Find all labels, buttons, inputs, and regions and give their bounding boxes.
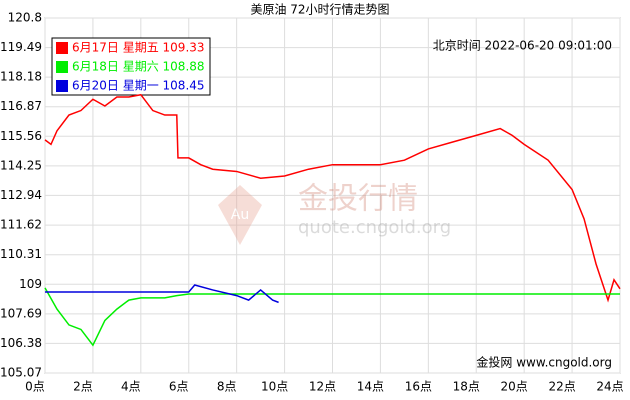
y-tick-label: 106.38 bbox=[0, 336, 42, 350]
subtitle: 北京时间 2022-06-20 09:01:00 bbox=[433, 39, 612, 53]
source: 金投网 www.cngold.org bbox=[476, 355, 612, 370]
x-tick-label: 22点 bbox=[548, 380, 575, 394]
watermark-logo-shape bbox=[218, 185, 262, 245]
y-tick-label: 112.94 bbox=[0, 188, 42, 202]
y-tick-label: 107.69 bbox=[0, 306, 42, 320]
legend-label: 6月17日 星期五 109.33 bbox=[72, 41, 205, 55]
series-line bbox=[45, 284, 279, 304]
y-tick-label: 120.8 bbox=[8, 11, 42, 25]
x-tick-label: 24点 bbox=[596, 380, 623, 394]
y-tick-label: 109 bbox=[19, 277, 42, 291]
x-tick-label: 8点 bbox=[217, 380, 237, 394]
y-tick-label: 115.56 bbox=[0, 129, 42, 143]
legend-swatch bbox=[56, 42, 68, 54]
chart-title: 美原油 72小时行情走势图 bbox=[250, 3, 389, 17]
y-tick-label: 116.87 bbox=[0, 99, 42, 113]
x-tick-label: 18点 bbox=[453, 380, 480, 394]
y-tick-label: 119.49 bbox=[0, 40, 42, 54]
series-line bbox=[44, 287, 620, 347]
watermark: Au 金投行情 quote.cngold.org bbox=[218, 182, 451, 245]
legend-swatch bbox=[56, 61, 68, 73]
x-tick-label: 20点 bbox=[501, 380, 528, 394]
y-tick-label: 111.62 bbox=[0, 218, 42, 232]
series-line bbox=[44, 93, 621, 303]
y-tick-label: 118.18 bbox=[0, 70, 42, 84]
x-tick-label: 14点 bbox=[357, 380, 384, 394]
x-tick-label: 0点 bbox=[25, 380, 45, 394]
legend-box bbox=[51, 37, 211, 96]
y-tick-label: 105.07 bbox=[0, 366, 42, 380]
legend-label: 6月20日 星期一 108.45 bbox=[72, 79, 205, 93]
x-tick-label: 16点 bbox=[405, 380, 432, 394]
watermark-logo: Au bbox=[231, 207, 249, 223]
y-tick-label: 110.31 bbox=[0, 247, 42, 261]
x-tick-label: 2点 bbox=[73, 380, 93, 394]
x-tick-label: 10点 bbox=[261, 380, 288, 394]
legend: 6月17日 星期五 109.33 6月18日 星期六 108.88 6月20日 星期… bbox=[51, 37, 211, 96]
legend-label: 6月18日 星期六 108.88 bbox=[72, 60, 205, 74]
x-tick-label: 6点 bbox=[169, 380, 189, 394]
x-tick-label: 4点 bbox=[121, 380, 141, 394]
y-tick-label: 114.25 bbox=[0, 158, 42, 172]
x-tick-label: 12点 bbox=[309, 380, 336, 394]
watermark-url: quote.cngold.org bbox=[298, 217, 451, 238]
legend-swatch bbox=[56, 80, 68, 92]
watermark-name: 金投行情 bbox=[298, 182, 418, 217]
